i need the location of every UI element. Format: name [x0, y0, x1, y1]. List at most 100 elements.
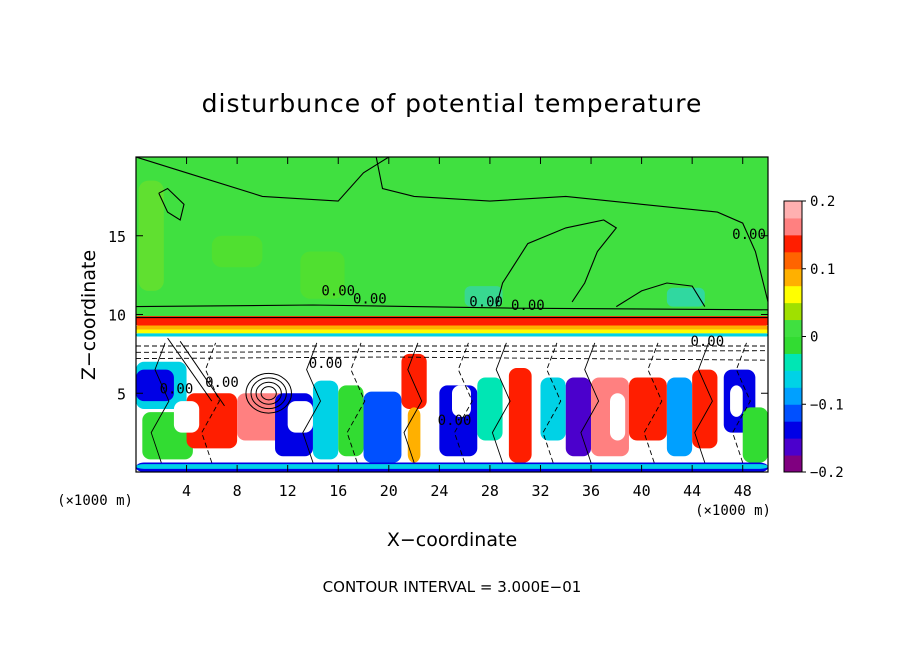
contour-label: 0.00	[205, 375, 239, 391]
field-patch	[300, 251, 345, 299]
colorbar-swatch	[784, 370, 802, 388]
field-patch	[452, 385, 471, 417]
contour-line	[491, 342, 511, 463]
field-patch	[136, 329, 768, 334]
colorbar-swatch	[784, 234, 802, 253]
vortex-contour	[250, 377, 287, 410]
colorbar-swatch	[784, 404, 802, 422]
colorbar-swatch	[784, 217, 802, 236]
colorbar-tick-label: 0	[810, 330, 818, 346]
colorbar-tick-label: 0.1	[810, 262, 835, 278]
contour-line	[694, 342, 713, 463]
contour-line	[201, 342, 220, 463]
colorbar-swatch	[784, 285, 802, 304]
x-tick-label: 36	[582, 482, 600, 500]
plot-area	[136, 157, 768, 472]
field-patch	[138, 180, 164, 291]
contour-lines	[136, 157, 768, 463]
contour-line	[136, 157, 390, 202]
y-tick-label: 15	[108, 228, 126, 246]
x-unit-label-left: (×1000 m)	[57, 493, 133, 509]
contour-label: 0.00	[321, 284, 355, 300]
contour-label: 0.00	[438, 413, 472, 429]
colorbar-tick-label: 0.2	[810, 194, 835, 210]
contour-label: 0.00	[690, 334, 724, 350]
contour-label: 0.00	[732, 227, 766, 243]
field-patch	[211, 235, 263, 268]
field-patch	[540, 377, 566, 441]
y-axis: 5 10 15	[108, 228, 768, 403]
contour-line	[580, 342, 600, 463]
colorbar-swatch	[784, 302, 802, 321]
field-patch	[186, 393, 238, 449]
colorbar-swatch	[784, 387, 802, 405]
field-patch	[628, 377, 667, 441]
contour-line	[136, 304, 768, 311]
colorbar-swatch	[784, 201, 802, 219]
y-axis-label: Z−coordinate	[78, 250, 100, 380]
contour-line	[302, 342, 322, 463]
x-tick-label: 44	[683, 482, 701, 500]
field-patch	[407, 407, 421, 463]
field-patch	[363, 391, 402, 463]
x-tick-label: 48	[734, 482, 752, 500]
contour-label: 0.00	[353, 291, 387, 307]
vortex-contour	[260, 386, 277, 401]
contour-label: 0.00	[309, 356, 343, 372]
contour-interval-note: CONTOUR INTERVAL = 3.000E−01	[323, 578, 582, 596]
contour-line	[495, 219, 618, 307]
chart-title: disturbunce of potential temperature	[202, 89, 703, 118]
x-tick-label: 32	[531, 482, 549, 500]
field-patch	[666, 287, 705, 307]
contour-line	[375, 157, 768, 303]
contour-line-negative	[136, 350, 768, 353]
field-patches	[136, 180, 768, 472]
x-tick-label: 40	[633, 482, 651, 500]
x-tick-label: 4	[182, 482, 191, 500]
colorbar-swatch	[784, 251, 802, 270]
field-patch	[610, 393, 626, 441]
x-tick-label: 28	[481, 482, 499, 500]
contour-label: 0.00	[160, 381, 194, 397]
field-patch	[666, 377, 693, 457]
field-patch	[742, 407, 768, 463]
vortex-contour	[255, 381, 282, 405]
x-tick-label: 12	[279, 482, 297, 500]
colorbar-tick-label: −0.2	[810, 465, 844, 481]
field-patch	[136, 464, 768, 469]
field-patch	[136, 316, 768, 326]
contour-line-negative	[136, 356, 768, 361]
colorbar-swatch	[784, 455, 802, 473]
field-patch	[730, 385, 743, 417]
x-axis-label: X−coordinate	[387, 529, 517, 551]
x-axis: 4 8 12 16 20 24 28 32 36 40 44 48	[182, 157, 752, 500]
field-patch	[136, 325, 768, 331]
contour-line	[346, 342, 366, 463]
field-patch	[692, 369, 718, 449]
field-patch	[477, 377, 503, 441]
colorbar-swatch	[784, 438, 802, 456]
field-patch	[136, 333, 768, 337]
field-patch	[173, 401, 200, 433]
field-patch	[312, 380, 339, 460]
contour-line	[732, 342, 751, 463]
x-tick-label: 16	[329, 482, 347, 500]
colorbar-tick-label: −0.1	[810, 397, 844, 413]
vortex-contour	[245, 372, 292, 414]
contour-line	[403, 342, 423, 463]
contour-line	[616, 282, 706, 308]
contour-line	[179, 341, 225, 407]
field-patch	[464, 286, 503, 307]
contour-label: 0.00	[511, 298, 545, 314]
contour-line	[542, 342, 562, 463]
field-patch	[508, 368, 532, 463]
colorbar-swatch	[784, 268, 802, 287]
colorbar-swatch	[784, 421, 802, 439]
contour-line	[158, 187, 185, 221]
contour-line	[643, 342, 663, 463]
field-patch	[287, 401, 313, 433]
contour-label: 0.00	[469, 295, 503, 311]
contour-line	[454, 342, 473, 463]
x-unit-label-right: (×1000 m)	[695, 503, 771, 519]
